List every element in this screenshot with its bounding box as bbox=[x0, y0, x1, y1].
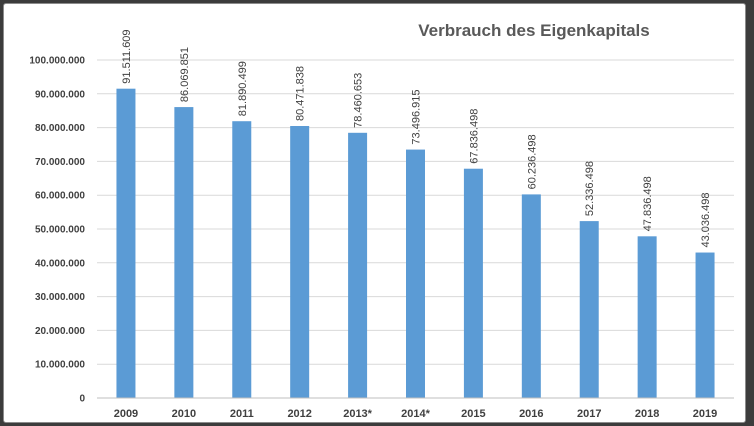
data-label: 47.836.498 bbox=[642, 176, 654, 231]
bar bbox=[290, 126, 310, 398]
bar bbox=[579, 221, 599, 398]
bar bbox=[348, 132, 368, 399]
bar bbox=[406, 149, 425, 398]
data-label: 86.069.851 bbox=[179, 47, 191, 102]
data-label: 91.511.609 bbox=[121, 29, 133, 83]
bar bbox=[116, 88, 136, 398]
bar bbox=[174, 107, 194, 399]
x-tick-label: 2010 bbox=[172, 408, 196, 420]
y-tick-label: 10.000.000 bbox=[35, 360, 85, 371]
data-label: 67.836.498 bbox=[468, 109, 480, 164]
x-tick-label: 2017 bbox=[577, 408, 601, 420]
x-tick-label: 2018 bbox=[635, 408, 659, 420]
data-label: 60.236.498 bbox=[526, 134, 538, 189]
y-tick-label: 30.000.000 bbox=[35, 292, 85, 303]
bars bbox=[116, 88, 715, 399]
y-tick-label: 90.000.000 bbox=[35, 89, 85, 100]
x-tick-label: 2013* bbox=[343, 408, 372, 420]
y-tick-label: 0 bbox=[79, 394, 85, 405]
bar bbox=[695, 252, 715, 398]
data-label: 43.036.498 bbox=[700, 192, 712, 247]
bar-chart: Verbrauch des Eigenkapitals 91.511.609 86… bbox=[29, 21, 734, 420]
x-tick-label: 2014* bbox=[401, 408, 430, 420]
x-tick-label: 2009 bbox=[114, 408, 138, 420]
y-tick-label: 20.000.000 bbox=[35, 326, 85, 337]
y-tick-label: 40.000.000 bbox=[35, 258, 85, 269]
y-tick-label: 60.000.000 bbox=[35, 191, 85, 202]
x-tick-label: 2015 bbox=[461, 408, 485, 420]
y-axis-ticks: 0 10.000.000 20.000.000 30.000.000 40.000.00… bbox=[29, 56, 85, 405]
y-tick-label: 50.000.000 bbox=[35, 225, 85, 236]
y-tick-label: 70.000.000 bbox=[35, 157, 85, 168]
bar bbox=[637, 236, 657, 398]
y-tick-label: 80.000.000 bbox=[35, 123, 85, 134]
chart-frame: Verbrauch des Eigenkapitals 91.511.609 86… bbox=[3, 3, 746, 423]
data-label: 52.336.498 bbox=[584, 161, 596, 216]
x-tick-label: 2011 bbox=[230, 408, 254, 420]
data-label: 80.471.838 bbox=[295, 66, 307, 121]
x-tick-label: 2016 bbox=[519, 408, 543, 420]
data-label: 78.460.653 bbox=[353, 73, 365, 128]
bar bbox=[232, 121, 252, 398]
data-label: 81.890.499 bbox=[237, 61, 249, 116]
x-axis-ticks: 2009 2010 2011 2012 2013* 2014* 2015 2016 2017 20… bbox=[114, 408, 718, 420]
x-tick-label: 2012 bbox=[287, 408, 311, 420]
chart-title: Verbrauch des Eigenkapitals bbox=[418, 21, 649, 40]
bar bbox=[521, 194, 541, 398]
x-tick-label: 2019 bbox=[693, 408, 717, 420]
data-labels: 91.511.609 86.069.851 81.890.499 80.471.838… bbox=[121, 29, 712, 247]
bar bbox=[463, 168, 483, 398]
y-tick-label: 100.000.000 bbox=[29, 56, 85, 67]
data-label: 73.496.915 bbox=[411, 90, 423, 145]
